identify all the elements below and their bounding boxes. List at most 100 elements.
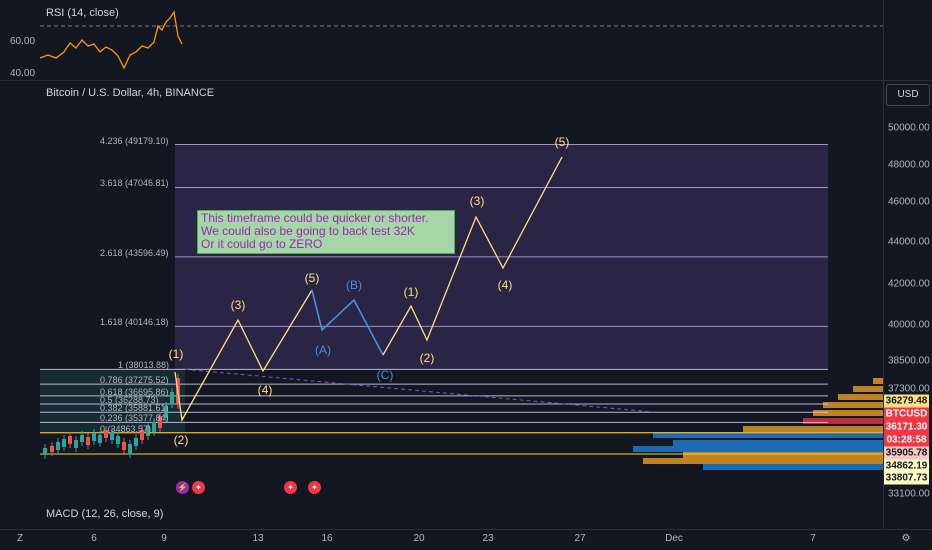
time-axis-label: Z xyxy=(16,533,24,544)
rsi-pane[interactable] xyxy=(0,0,932,80)
volume-profile-bar xyxy=(838,394,883,400)
wave-projection-path xyxy=(382,156,563,356)
time-axis-label: Dec xyxy=(665,533,683,544)
candle-body xyxy=(152,422,156,432)
rsi-tick-40: 40.00 xyxy=(10,68,36,79)
candle-body xyxy=(92,433,96,441)
price-tag: BTCUSD xyxy=(884,407,929,421)
time-axis-label: 20 xyxy=(413,533,425,544)
wave-label: (5) xyxy=(304,271,320,285)
volume-profile-bar xyxy=(653,432,883,438)
volume-profile-bar xyxy=(703,464,883,470)
candle-body xyxy=(158,416,162,428)
fib-level-label: 1.618 (40146.18) xyxy=(100,317,169,328)
pane-separator[interactable] xyxy=(0,529,932,530)
candle-body xyxy=(62,439,66,447)
candle-body xyxy=(68,436,72,444)
annotation-line-2: We could also be going to back test 32K xyxy=(201,224,415,238)
text-annotation[interactable]: This timeframe could be quicker or short… xyxy=(197,210,455,254)
fib-level-label: 0.382 (35881.61) xyxy=(100,403,169,414)
us-flag-event-icon[interactable]: ✦ xyxy=(284,481,297,494)
fib-level-label: 3.618 (47046.81) xyxy=(100,178,169,189)
time-axis-label: 7 xyxy=(810,533,816,544)
wave-label: (1) xyxy=(168,347,184,361)
rsi-line xyxy=(39,10,183,70)
time-axis-label: 27 xyxy=(574,533,586,544)
wave-label: (2) xyxy=(419,351,435,365)
wave-label: (1) xyxy=(403,285,419,299)
candle-body xyxy=(170,392,174,404)
annotation-line-1: This timeframe could be quicker or short… xyxy=(201,211,429,225)
candle-body xyxy=(86,437,90,445)
price-tag: 36171.30 xyxy=(884,420,929,434)
wave-impulse-path xyxy=(174,289,313,422)
fib-level-label: 1 (38013.88) xyxy=(118,360,170,371)
candle-body xyxy=(104,430,108,438)
candle-body xyxy=(128,444,132,454)
fib-level-label: 0.786 (37275.52) xyxy=(100,375,169,386)
price-tag: 35905.78 xyxy=(884,446,929,460)
fib-level-label: 2.618 (43596.49) xyxy=(100,247,169,258)
volume-profile-bar xyxy=(683,452,883,458)
candle-body xyxy=(140,430,144,440)
price-tag: 03:28:58 xyxy=(884,433,929,447)
candle-body xyxy=(122,442,126,450)
candle-body xyxy=(164,406,168,418)
volume-profile-bar xyxy=(823,402,883,408)
us-flag-event-icon[interactable]: ✦ xyxy=(192,481,205,494)
annotation-line-3: Or it could go to ZERO xyxy=(201,237,323,251)
volume-profile-bar xyxy=(813,410,883,416)
fib-level-label: 0.618 (36695.86) xyxy=(100,386,169,397)
wave-label: (3) xyxy=(469,194,485,208)
time-axis-label: 13 xyxy=(252,533,264,544)
rsi-indicator-title[interactable]: RSI (14, close) xyxy=(46,7,119,19)
currency-button[interactable]: USD xyxy=(886,84,930,106)
price-axis-label: 33100.00 xyxy=(888,488,930,500)
candle-body xyxy=(98,435,102,443)
candle-body xyxy=(110,432,114,440)
wave-label: (A) xyxy=(315,343,331,357)
fib-level-label: 0 (34863.57) xyxy=(100,423,152,434)
price-tag: 34862.19 xyxy=(884,459,929,473)
time-axis-label: 6 xyxy=(91,533,97,544)
price-axis-label: 42000.00 xyxy=(888,278,930,290)
candle-body xyxy=(43,448,47,455)
time-axis-label: ⚙ xyxy=(901,533,911,544)
trend-line xyxy=(184,368,651,413)
symbol-title[interactable]: Bitcoin / U.S. Dollar, 4h, BINANCE xyxy=(46,87,215,99)
candle-body xyxy=(116,436,120,444)
wave-label: (5) xyxy=(554,135,570,149)
price-tag: 33807.73 xyxy=(884,471,929,485)
price-axis-label: 48000.00 xyxy=(888,159,930,171)
rsi-tick-60: 60.00 xyxy=(10,36,36,47)
wave-label: (4) xyxy=(497,278,513,292)
price-tag: 36279.48 xyxy=(884,394,929,408)
fib-level-label: 4.236 (49179.10) xyxy=(100,135,169,146)
candle-body xyxy=(80,435,84,442)
price-axis-label: 46000.00 xyxy=(888,196,930,208)
price-axis-label: 40000.00 xyxy=(888,319,930,331)
fib-level-label: 0.236 (35377.84) xyxy=(100,413,169,424)
us-flag-event-icon[interactable]: ✦ xyxy=(308,481,321,494)
candle-body xyxy=(50,446,54,452)
volume-profile-bar xyxy=(803,418,883,424)
time-axis-label: 16 xyxy=(321,533,333,544)
wave-correction-path xyxy=(311,289,384,356)
macd-indicator-title[interactable]: MACD (12, 26, close, 9) xyxy=(46,508,164,520)
wave-label: (C) xyxy=(376,368,394,382)
candle-body xyxy=(146,426,150,436)
price-axis-label: 50000.00 xyxy=(888,122,930,134)
wave-label: (2) xyxy=(173,433,189,447)
price-axis-label: 38500.00 xyxy=(888,355,930,367)
lightning-event-icon[interactable]: ⚡ xyxy=(176,481,189,494)
candle-body xyxy=(56,442,60,450)
wave-label: (B) xyxy=(346,278,362,292)
pane-separator[interactable] xyxy=(0,80,932,81)
candle-body xyxy=(74,440,78,448)
candle-body xyxy=(134,438,138,446)
price-axis-label: 37300.00 xyxy=(888,383,930,395)
volume-profile-bar xyxy=(743,426,883,432)
price-axis-label: 44000.00 xyxy=(888,236,930,248)
wave-label: (4) xyxy=(257,383,273,397)
